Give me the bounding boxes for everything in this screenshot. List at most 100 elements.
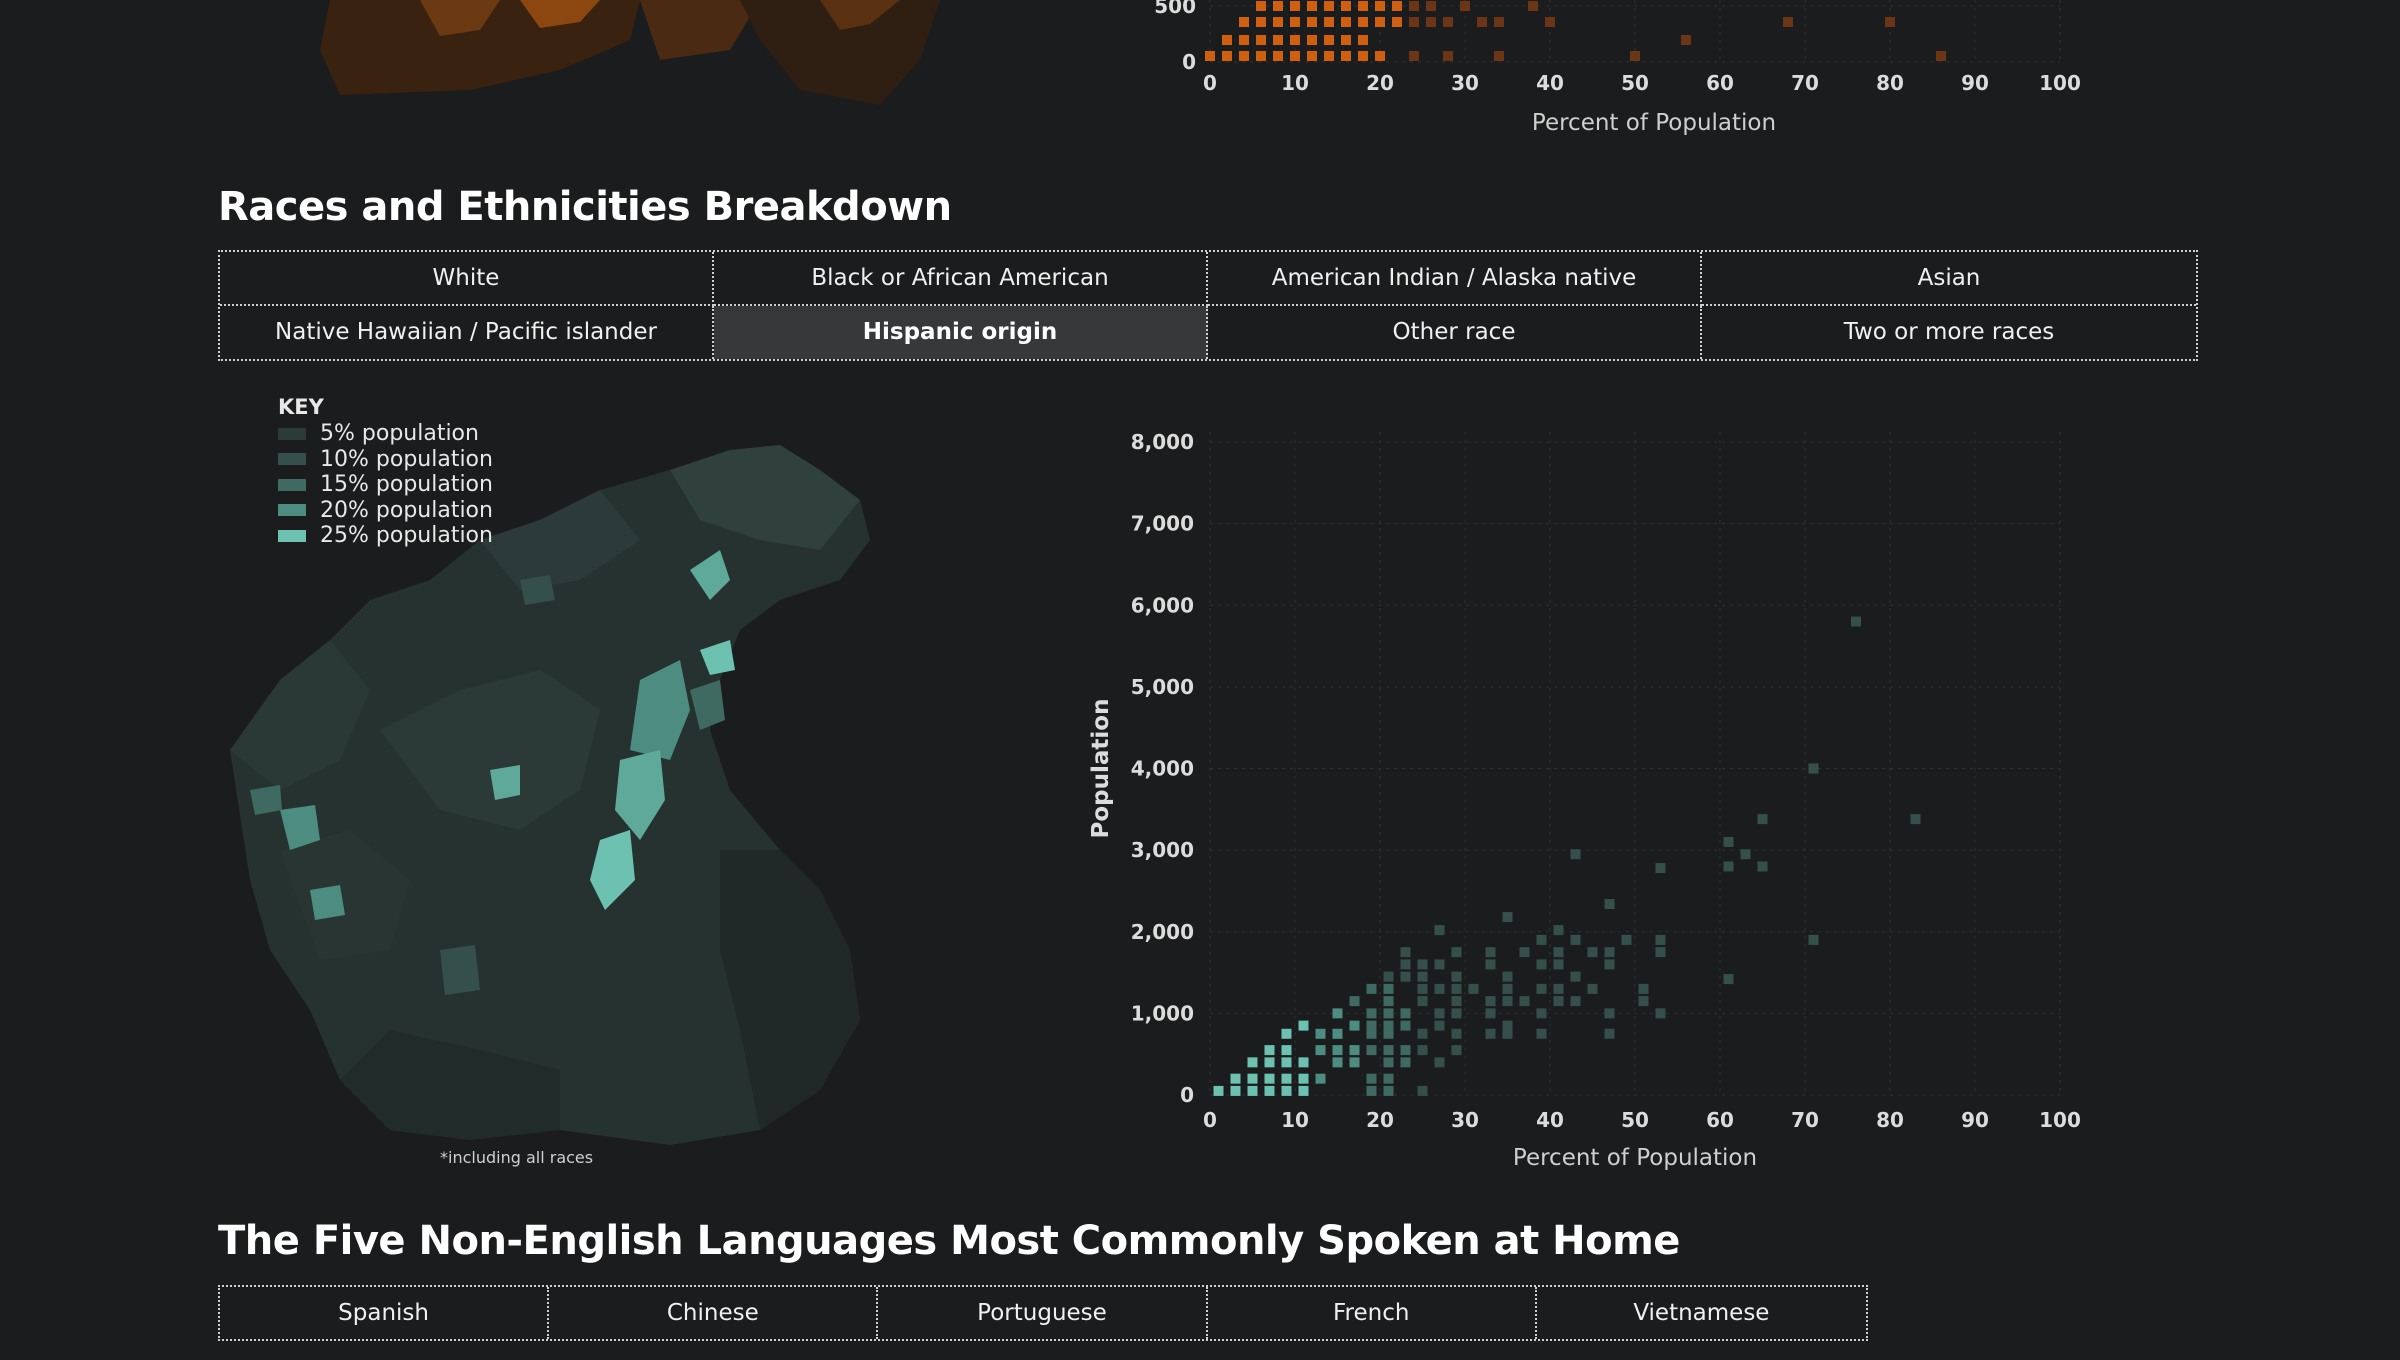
map-urban-core-4 <box>690 680 725 730</box>
top-scatter-point <box>1443 51 1453 61</box>
scatter-point <box>1485 996 1496 1007</box>
scatter-point <box>1519 996 1530 1007</box>
top-scatter-point <box>1273 51 1283 61</box>
tab-black-african-american[interactable]: Black or African American <box>714 252 1208 306</box>
scatter-point <box>1298 1020 1309 1031</box>
y-tick-label: 1,000 <box>1131 1001 1194 1025</box>
y-axis-label: Population <box>1088 699 1114 839</box>
map-key-title: KEY <box>278 395 324 419</box>
top-scatter-point <box>1256 51 1266 61</box>
tab-portuguese[interactable]: Portuguese <box>878 1287 1208 1339</box>
scatter-point <box>1434 1020 1445 1031</box>
top-section: 0 10 20 30 40 50 60 70 80 90 100 0 500 Percent of Po… <box>320 0 2081 136</box>
key-swatch <box>278 453 306 466</box>
tab-asian[interactable]: Asian <box>1702 252 2196 306</box>
map-city-west <box>250 785 282 815</box>
top-scatter-point <box>1358 51 1368 61</box>
scatter-point <box>1485 1008 1496 1019</box>
scatter-point <box>1247 1085 1258 1096</box>
top-scatter-point <box>1324 1 1334 11</box>
scatter-point <box>1264 1057 1275 1068</box>
tab-spanish[interactable]: Spanish <box>220 1287 550 1339</box>
races-section-title: Races and Ethnicities Breakdown <box>218 184 952 230</box>
top-x-tick-label: 40 <box>1536 71 1564 95</box>
tab-white[interactable]: White <box>220 252 714 306</box>
scatter-point <box>1502 912 1513 923</box>
scatter-point <box>1451 971 1462 982</box>
scatter-point <box>1383 1020 1394 1031</box>
scatter-point <box>1417 983 1428 994</box>
scatter-point <box>1366 1073 1377 1084</box>
tab-chinese[interactable]: Chinese <box>549 1287 879 1339</box>
scatter-point <box>1485 959 1496 970</box>
scatter-point <box>1281 1057 1292 1068</box>
map-footnote: *including all races <box>440 1148 594 1167</box>
scatter-point <box>1519 947 1530 958</box>
tab-french[interactable]: French <box>1208 1287 1537 1339</box>
scatter-point <box>1536 1008 1547 1019</box>
top-scatter-point <box>1358 1 1368 11</box>
scatter-point <box>1213 1085 1224 1096</box>
key-item: 20% population <box>278 498 493 524</box>
scatter-point <box>1536 934 1547 945</box>
x-tick-label: 30 <box>1451 1108 1479 1132</box>
scatter-point <box>1247 1057 1258 1068</box>
scatter-point <box>1281 1028 1292 1039</box>
top-scatter-point <box>1409 17 1419 27</box>
tab-two-or-more-races[interactable]: Two or more races <box>1843 319 2055 346</box>
scatter-point <box>1808 934 1819 945</box>
top-scatter-point <box>1205 51 1215 61</box>
tab-native-hawaiian-pacific-islander[interactable]: Native Hawaiian / Pacific islander <box>220 305 714 359</box>
top-scatter-point <box>1426 17 1436 27</box>
scatter-point <box>1400 1057 1411 1068</box>
top-scatter-point <box>1885 17 1895 27</box>
tab-vietnamese[interactable]: Vietnamese <box>1633 1300 1770 1326</box>
scatter-point <box>1366 1085 1377 1096</box>
scatter-point <box>1383 983 1394 994</box>
top-scatter-point <box>1375 51 1385 61</box>
top-scatter-point <box>1307 51 1317 61</box>
top-x-tick-label: 60 <box>1706 71 1734 95</box>
scatter-point <box>1434 925 1445 936</box>
top-scatter-point <box>1290 35 1300 45</box>
tab-american-indian-alaska-native[interactable]: American Indian / Alaska native <box>1208 252 1702 306</box>
x-tick-label: 60 <box>1706 1108 1734 1132</box>
tab-other-race[interactable]: Other race <box>1208 305 1702 359</box>
top-scatter-point <box>1222 35 1232 45</box>
x-tick-label: 50 <box>1621 1108 1649 1132</box>
scatter-point <box>1468 983 1479 994</box>
scatter-point <box>1298 1085 1309 1096</box>
tab-hispanic-origin[interactable]: Hispanic origin <box>714 305 1208 359</box>
scatter-point <box>1451 1045 1462 1056</box>
top-x-tick-label: 90 <box>1961 71 1989 95</box>
scatter-point <box>1349 1057 1360 1068</box>
scatter-point <box>1400 1020 1411 1031</box>
x-tick-label: 90 <box>1961 1108 1989 1132</box>
scatter-point <box>1383 971 1394 982</box>
scatter-point <box>1332 1057 1343 1068</box>
top-scatter-point <box>1307 17 1317 27</box>
scatter-point <box>1230 1073 1241 1084</box>
y-tick-label: 7,000 <box>1131 512 1194 536</box>
x-axis-label: Percent of Population <box>1513 1145 1757 1171</box>
scatter-point <box>1434 1057 1445 1068</box>
scatter-point <box>1638 983 1649 994</box>
key-item: 15% population <box>278 472 493 498</box>
top-scatter-point <box>1358 17 1368 27</box>
top-scatter-point <box>1307 1 1317 11</box>
y-tick-label: 4,000 <box>1131 757 1194 781</box>
scatter-point <box>1451 996 1462 1007</box>
top-scatter-point <box>1409 51 1419 61</box>
scatter-point <box>1400 1008 1411 1019</box>
top-scatter-point <box>1494 51 1504 61</box>
scatter-point <box>1757 861 1768 872</box>
key-label: 5% population <box>320 421 479 447</box>
top-scatter-point <box>1460 1 1470 11</box>
scatter-point <box>1417 971 1428 982</box>
top-x-tick-label: 30 <box>1451 71 1479 95</box>
scatter-point <box>1298 1073 1309 1084</box>
scatter-point <box>1417 959 1428 970</box>
scatter-point <box>1723 974 1734 985</box>
scatter-point <box>1910 814 1921 825</box>
scatter-point <box>1349 996 1360 1007</box>
